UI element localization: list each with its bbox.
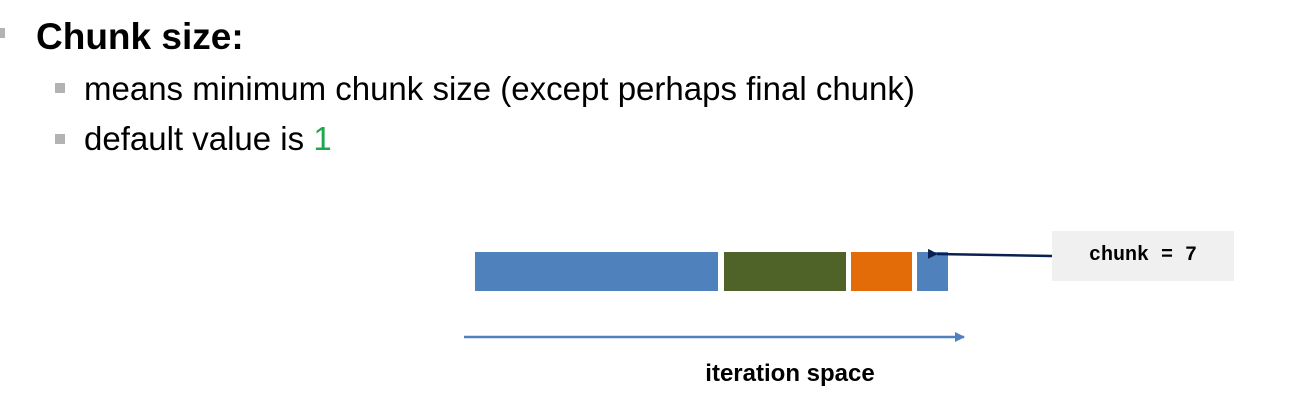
- bullet-marker-1: [55, 83, 65, 93]
- heading-bullet: [0, 28, 5, 38]
- chunk-segment-2: [724, 252, 846, 291]
- chunk-segment-3: [851, 252, 912, 291]
- callout-pointer-arrow: [927, 248, 1053, 259]
- bullet-text-2-prefix: default value is: [84, 120, 314, 157]
- bullet-text-1: means minimum chunk size (except perhaps…: [84, 70, 915, 107]
- iteration-space-label: iteration space: [705, 360, 875, 387]
- chunk-segment-1: [475, 252, 718, 291]
- heading: Chunk size:: [36, 16, 244, 57]
- default-value: 1: [313, 120, 332, 157]
- bullet-text-2: default value is 1: [84, 117, 332, 161]
- bullet-marker-2: [55, 134, 65, 144]
- chunk-callout: chunk = 7: [1052, 231, 1234, 281]
